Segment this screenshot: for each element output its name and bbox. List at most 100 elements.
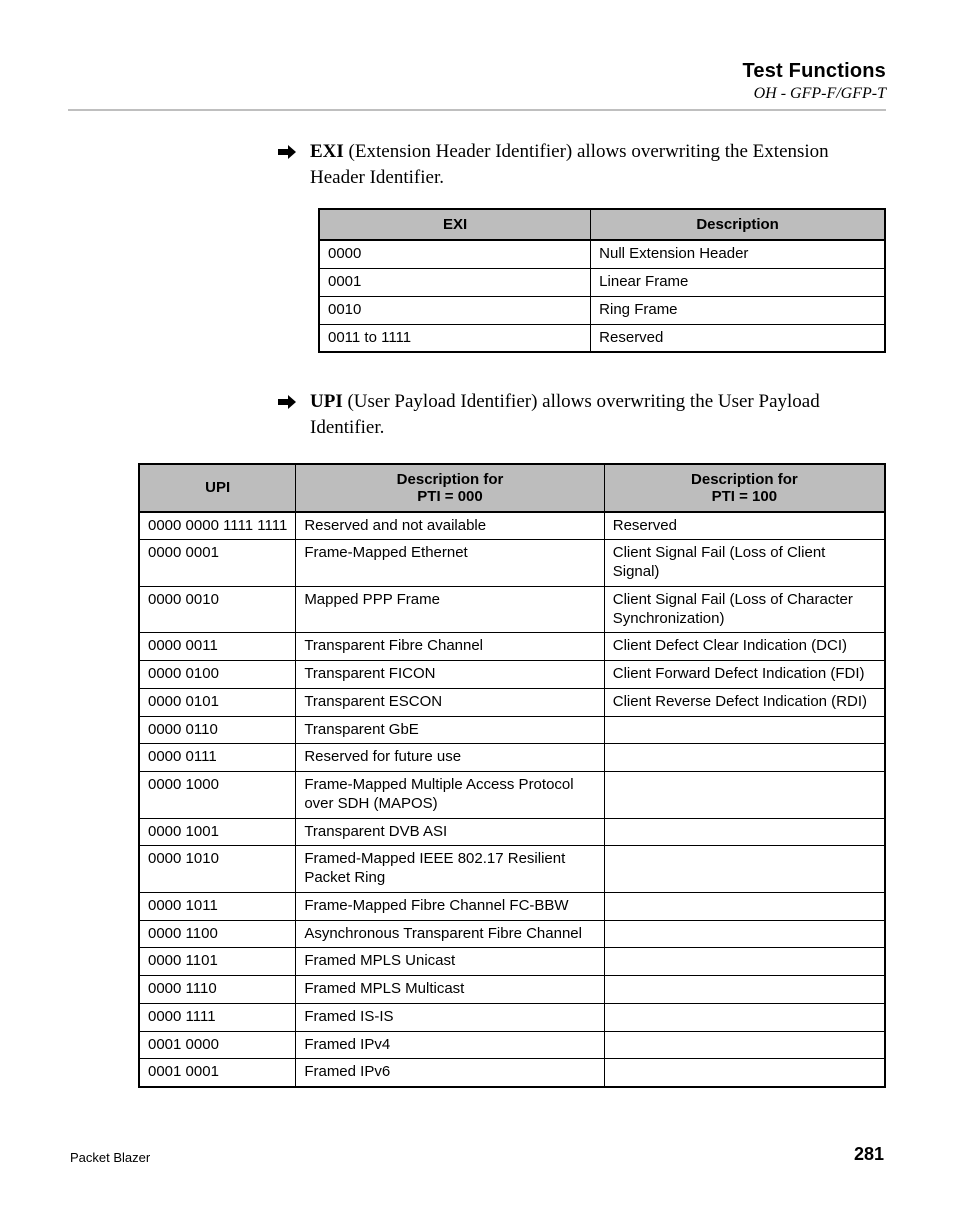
upi-bullet: UPI (User Payload Identifier) allows ove…	[278, 389, 886, 440]
upi-p100-cell: Client Defect Clear Indication (DCI)	[604, 633, 885, 661]
upi-p000-cell: Transparent FICON	[296, 661, 604, 689]
upi-rest: (User Payload Identifier) allows overwri…	[310, 391, 820, 438]
exi-desc-cell: Reserved	[591, 324, 885, 352]
table-row: 0000 1101Framed MPLS Unicast	[139, 948, 885, 976]
upi-p100-cell	[604, 772, 885, 819]
exi-rest: (Extension Header Identifier) allows ove…	[310, 141, 829, 188]
upi-code-cell: 0001 0001	[139, 1059, 296, 1087]
table-row: 0000 0010Mapped PPP FrameClient Signal F…	[139, 586, 885, 633]
page-header: Test Functions OH - GFP-F/GFP-T	[68, 60, 886, 103]
upi-code-cell: 0000 0101	[139, 688, 296, 716]
exi-desc-cell: Null Extension Header	[591, 240, 885, 268]
exi-th-code: EXI	[319, 209, 591, 240]
upi-p000-cell: Mapped PPP Frame	[296, 586, 604, 633]
table-row: 0001Linear Frame	[319, 269, 885, 297]
upi-code-cell: 0000 1001	[139, 818, 296, 846]
upi-code-cell: 0000 1101	[139, 948, 296, 976]
upi-bullet-text: UPI (User Payload Identifier) allows ove…	[310, 389, 886, 440]
upi-term: UPI	[310, 391, 343, 412]
upi-p100-cell: Client Forward Defect Indication (FDI)	[604, 661, 885, 689]
upi-p000-cell: Frame-Mapped Fibre Channel FC-BBW	[296, 892, 604, 920]
table-row: 0000 1000Frame-Mapped Multiple Access Pr…	[139, 772, 885, 819]
table-row: 0010Ring Frame	[319, 296, 885, 324]
upi-p100-cell	[604, 744, 885, 772]
table-row: 0000 0101Transparent ESCONClient Reverse…	[139, 688, 885, 716]
exi-term: EXI	[310, 141, 344, 162]
upi-p000-cell: Frame-Mapped Multiple Access Protocol ov…	[296, 772, 604, 819]
upi-p000-cell: Framed-Mapped IEEE 802.17 Resilient Pack…	[296, 846, 604, 893]
footer-page-number: 281	[854, 1144, 884, 1165]
header-rule	[68, 109, 886, 111]
page-footer: Packet Blazer 281	[68, 1144, 886, 1165]
exi-desc-cell: Linear Frame	[591, 269, 885, 297]
upi-p100-cell	[604, 818, 885, 846]
page-subtitle: OH - GFP-F/GFP-T	[68, 85, 886, 103]
upi-p100-cell: Client Signal Fail (Loss of Client Signa…	[604, 540, 885, 587]
exi-desc-cell: Ring Frame	[591, 296, 885, 324]
exi-tbody: 0000Null Extension Header0001Linear Fram…	[319, 240, 885, 352]
footer-product: Packet Blazer	[70, 1150, 150, 1165]
upi-th-upi: UPI	[139, 464, 296, 512]
upi-code-cell: 0000 0111	[139, 744, 296, 772]
exi-table: EXI Description 0000Null Extension Heade…	[318, 208, 886, 353]
exi-code-cell: 0001	[319, 269, 591, 297]
upi-code-cell: 0000 1110	[139, 976, 296, 1004]
table-row: 0001 0000Framed IPv4	[139, 1031, 885, 1059]
upi-p000-cell: Transparent ESCON	[296, 688, 604, 716]
upi-code-cell: 0001 0000	[139, 1031, 296, 1059]
upi-th-p000-l2: PTI = 000	[304, 488, 595, 505]
upi-tbody: 0000 0000 1111 1111Reserved and not avai…	[139, 512, 885, 1088]
exi-bullet: EXI (Extension Header Identifier) allows…	[278, 139, 886, 190]
table-row: 0000Null Extension Header	[319, 240, 885, 268]
table-row: 0000 1011Frame-Mapped Fibre Channel FC-B…	[139, 892, 885, 920]
exi-code-cell: 0011 to 1111	[319, 324, 591, 352]
upi-p100-cell: Reserved	[604, 512, 885, 540]
exi-table-wrap: EXI Description 0000Null Extension Heade…	[318, 208, 886, 353]
upi-section: UPI (User Payload Identifier) allows ove…	[278, 389, 886, 440]
upi-p000-cell: Frame-Mapped Ethernet	[296, 540, 604, 587]
upi-p000-cell: Framed IPv4	[296, 1031, 604, 1059]
upi-p000-cell: Reserved and not available	[296, 512, 604, 540]
upi-p100-cell	[604, 1003, 885, 1031]
table-row: 0000 1110Framed MPLS Multicast	[139, 976, 885, 1004]
exi-bullet-text: EXI (Extension Header Identifier) allows…	[310, 139, 886, 190]
upi-th-p100: Description for PTI = 100	[604, 464, 885, 512]
table-row: 0011 to 1111Reserved	[319, 324, 885, 352]
exi-code-cell: 0000	[319, 240, 591, 268]
upi-th-p100-l2: PTI = 100	[613, 488, 876, 505]
upi-code-cell: 0000 0000 1111 1111	[139, 512, 296, 540]
upi-p000-cell: Framed MPLS Multicast	[296, 976, 604, 1004]
upi-p100-cell	[604, 892, 885, 920]
upi-code-cell: 0000 0001	[139, 540, 296, 587]
upi-th-p100-l1: Description for	[613, 471, 876, 488]
table-row: 0000 0111Reserved for future use	[139, 744, 885, 772]
upi-p100-cell	[604, 846, 885, 893]
exi-code-cell: 0010	[319, 296, 591, 324]
page: Test Functions OH - GFP-F/GFP-T EXI (Ext…	[0, 0, 954, 1205]
upi-th-p000: Description for PTI = 000	[296, 464, 604, 512]
upi-p000-cell: Framed IPv6	[296, 1059, 604, 1087]
bullet-arrow-icon	[278, 395, 296, 409]
table-row: 0000 0000 1111 1111Reserved and not avai…	[139, 512, 885, 540]
upi-p100-cell	[604, 1059, 885, 1087]
upi-p100-cell: Client Reverse Defect Indication (RDI)	[604, 688, 885, 716]
upi-p000-cell: Transparent Fibre Channel	[296, 633, 604, 661]
upi-p000-cell: Transparent DVB ASI	[296, 818, 604, 846]
upi-code-cell: 0000 1111	[139, 1003, 296, 1031]
upi-p000-cell: Reserved for future use	[296, 744, 604, 772]
upi-th-p000-l1: Description for	[304, 471, 595, 488]
upi-table: UPI Description for PTI = 000 Descriptio…	[138, 463, 886, 1089]
upi-code-cell: 0000 1100	[139, 920, 296, 948]
table-row: 0001 0001Framed IPv6	[139, 1059, 885, 1087]
table-row: 0000 0110Transparent GbE	[139, 716, 885, 744]
upi-p000-cell: Framed IS-IS	[296, 1003, 604, 1031]
upi-p000-cell: Framed MPLS Unicast	[296, 948, 604, 976]
page-title: Test Functions	[68, 60, 886, 83]
table-row: 0000 0001Frame-Mapped EthernetClient Sig…	[139, 540, 885, 587]
upi-table-wrap: UPI Description for PTI = 000 Descriptio…	[138, 463, 886, 1089]
bullet-arrow-icon	[278, 145, 296, 159]
upi-code-cell: 0000 0011	[139, 633, 296, 661]
upi-code-cell: 0000 1011	[139, 892, 296, 920]
exi-th-desc: Description	[591, 209, 885, 240]
table-row: 0000 0011Transparent Fibre ChannelClient…	[139, 633, 885, 661]
